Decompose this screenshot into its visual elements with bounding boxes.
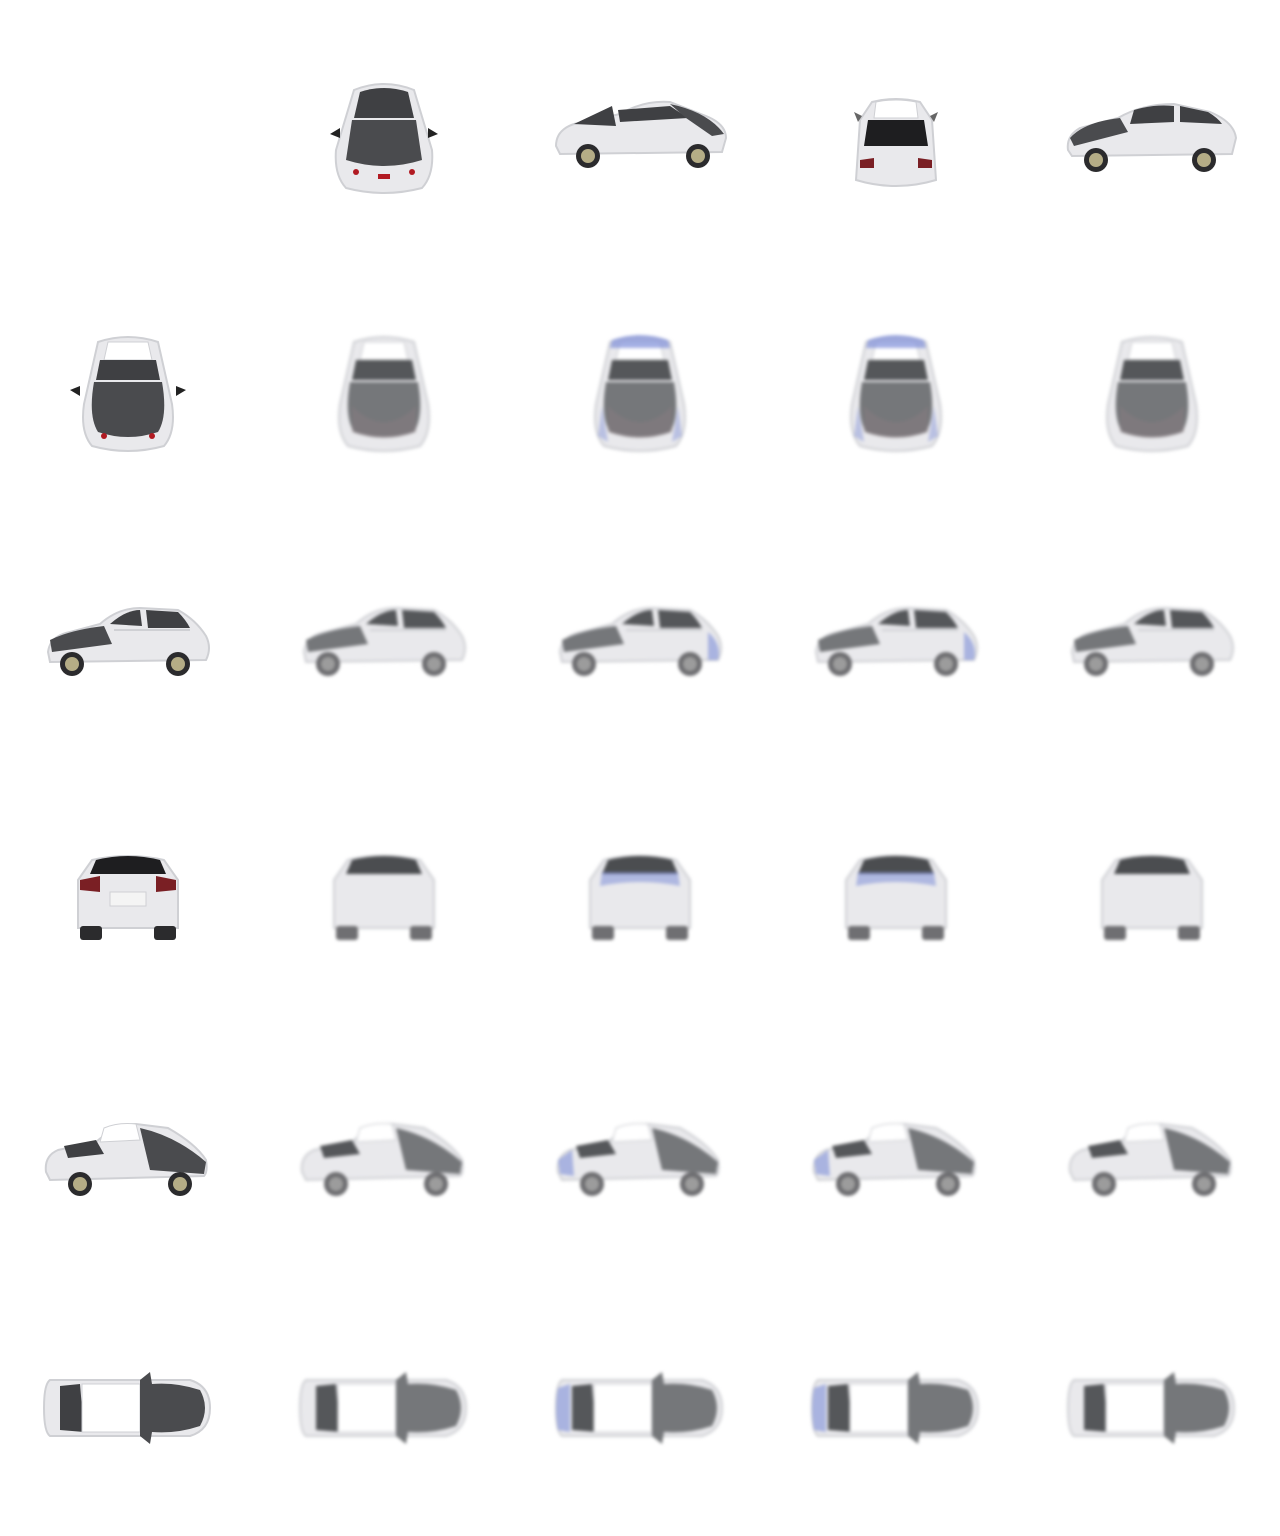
car-icon bbox=[333, 855, 435, 940]
car-icon bbox=[845, 855, 947, 940]
car-image-r0-c4 bbox=[1024, 0, 1280, 256]
car-image-r2-c1 bbox=[256, 512, 512, 768]
car-image-r5-c0 bbox=[0, 1280, 256, 1536]
car-image-r5-c1 bbox=[256, 1280, 512, 1536]
car-icon bbox=[556, 1122, 720, 1196]
car-icon bbox=[814, 606, 978, 676]
car-icon bbox=[554, 1372, 724, 1444]
car-icon bbox=[850, 335, 942, 452]
car-icon bbox=[46, 606, 210, 676]
car-icon bbox=[1066, 102, 1238, 172]
car-image-r4-c3 bbox=[768, 1024, 1024, 1280]
car-icon bbox=[554, 100, 728, 168]
car-icon bbox=[558, 606, 722, 676]
car-image-r4-c0 bbox=[0, 1024, 256, 1280]
car-image-r3-c2 bbox=[512, 768, 768, 1024]
car-image-r1-c4 bbox=[1024, 256, 1280, 512]
car-image-r0-c0 bbox=[0, 0, 256, 256]
car-icon bbox=[44, 1122, 208, 1196]
car-image-r5-c2 bbox=[512, 1280, 768, 1536]
car-image-r3-c4 bbox=[1024, 768, 1280, 1024]
car-icon bbox=[338, 336, 430, 452]
car-image-r3-c1 bbox=[256, 768, 512, 1024]
car-image-r5-c4 bbox=[1024, 1280, 1280, 1536]
car-image-r2-c3 bbox=[768, 512, 1024, 768]
car-icon bbox=[42, 1372, 212, 1444]
car-image-r2-c4 bbox=[1024, 512, 1280, 768]
car-icon bbox=[810, 1372, 980, 1444]
car-image-r1-c2 bbox=[512, 256, 768, 512]
car-image-r0-c3 bbox=[768, 0, 1024, 256]
car-icon bbox=[77, 855, 179, 940]
car-icon bbox=[1068, 1122, 1232, 1196]
car-icon bbox=[1101, 855, 1203, 940]
car-image-r0-c1 bbox=[256, 0, 512, 256]
car-image-r2-c2 bbox=[512, 512, 768, 768]
car-image-r4-c2 bbox=[512, 1024, 768, 1280]
car-icon bbox=[589, 855, 691, 940]
car-image-r1-c3 bbox=[768, 256, 1024, 512]
car-image-r4-c1 bbox=[256, 1024, 512, 1280]
car-icon bbox=[1066, 1372, 1236, 1444]
car-icon bbox=[1106, 336, 1198, 452]
car-image-r4-c4 bbox=[1024, 1024, 1280, 1280]
car-image-r1-c1 bbox=[256, 256, 512, 512]
car-icon bbox=[302, 606, 466, 676]
car-icon bbox=[594, 335, 686, 452]
car-image-r2-c0 bbox=[0, 512, 256, 768]
car-image-r5-c3 bbox=[768, 1280, 1024, 1536]
car-icon bbox=[300, 1122, 464, 1196]
car-icon bbox=[1070, 606, 1234, 676]
car-icon bbox=[330, 83, 438, 194]
car-image-r1-c0 bbox=[0, 256, 256, 512]
car-icon bbox=[854, 98, 938, 187]
car-icon bbox=[70, 336, 186, 452]
car-image-r3-c0 bbox=[0, 768, 256, 1024]
car-image-r3-c3 bbox=[768, 768, 1024, 1024]
car-icon bbox=[298, 1372, 468, 1444]
car-icon bbox=[812, 1122, 976, 1196]
car-image-r0-c2 bbox=[512, 0, 768, 256]
